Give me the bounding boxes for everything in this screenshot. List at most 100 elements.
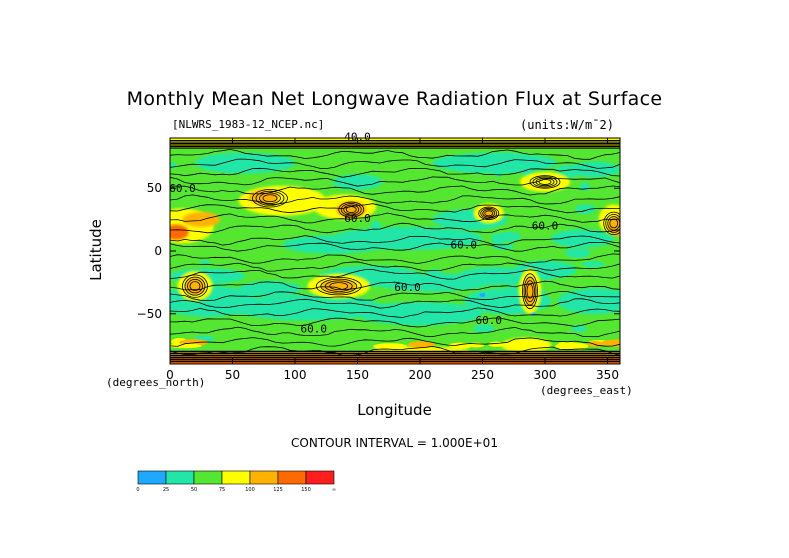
- contour-line: [170, 268, 620, 280]
- colorbar-label: 0: [136, 487, 139, 493]
- contour-ring: [529, 175, 561, 189]
- contour-ring: [340, 203, 362, 216]
- contour-ring: [532, 176, 558, 188]
- blue-spot: [479, 292, 486, 297]
- contour-line: [170, 167, 620, 178]
- contour-ring: [526, 283, 534, 299]
- contour-label: 60.0: [344, 212, 371, 225]
- contour-interval: CONTOUR INTERVAL = 1.000E+01: [291, 436, 498, 450]
- contour-ring: [189, 281, 201, 292]
- contour-ring: [182, 274, 208, 298]
- contour-line: [170, 298, 620, 309]
- x-axis-units-left: (degrees_north): [106, 376, 206, 389]
- colorbar-label: 100: [245, 487, 255, 493]
- y-tick-label: 0: [154, 244, 162, 258]
- contour-ring: [525, 280, 535, 303]
- teal-speck: [581, 260, 604, 268]
- contour-line: [170, 158, 620, 169]
- contour-line: [170, 326, 620, 338]
- contour-line: [170, 148, 620, 160]
- contour-ring: [262, 194, 278, 203]
- contour-line: [170, 317, 620, 328]
- y-axis: 50 0 −50: [137, 181, 620, 321]
- contour-ring: [522, 273, 538, 310]
- contour-line: [170, 212, 620, 224]
- colorbar-label: 150: [301, 487, 311, 493]
- teal-speck: [473, 324, 495, 334]
- contour-ring: [252, 189, 288, 208]
- colorbar-label: 125: [273, 487, 283, 493]
- teal-patch: [332, 174, 383, 190]
- contour-ring: [523, 276, 537, 306]
- contour-ring: [338, 201, 365, 218]
- y-tick-label: −50: [137, 307, 162, 321]
- x-tick-label: 100: [284, 368, 307, 382]
- contour-line: [170, 203, 620, 214]
- contour-line: [170, 235, 620, 246]
- x-tick-label: 350: [596, 368, 619, 382]
- contour-line: [170, 185, 620, 196]
- contour-ring: [329, 282, 349, 291]
- teal-speck: [607, 294, 620, 301]
- colorbar-label: 25: [163, 487, 169, 493]
- contour-label: 40.0: [344, 131, 371, 144]
- contour-ring: [324, 280, 353, 292]
- contour-line: [170, 261, 620, 272]
- x-axis-label: Longitude: [357, 401, 432, 419]
- contour-ring: [603, 211, 620, 236]
- colorbar-label: 50: [191, 487, 197, 493]
- colorbar: 0 25 50 75 100 125 150 ∞: [136, 470, 336, 493]
- contour-label: 60.0: [169, 182, 196, 195]
- contour-ring: [343, 204, 360, 215]
- units-label: (units:W/m¯2): [520, 118, 614, 132]
- x-tick-label: 200: [409, 368, 432, 382]
- contour-label: 60.0: [394, 281, 421, 294]
- contour-line: [170, 253, 620, 264]
- colorbar-label: 75: [219, 487, 225, 493]
- colorbar-label: ∞: [332, 487, 336, 493]
- y-tick-label: 50: [147, 181, 162, 195]
- contour-ring: [482, 209, 496, 218]
- contour-line: [170, 280, 620, 291]
- teal-speck: [370, 220, 382, 234]
- colorbar-swatch: [165, 470, 195, 485]
- contour-ring: [478, 206, 500, 220]
- contour-ring: [255, 190, 285, 206]
- colorbar-swatch: [305, 470, 335, 485]
- colorbar-swatch: [249, 470, 279, 485]
- teal-patch: [195, 152, 295, 174]
- warm-region: [170, 224, 189, 240]
- contour-label: 60.0: [301, 323, 328, 336]
- x-tick-label: 250: [471, 368, 494, 382]
- contour-ring: [320, 278, 358, 294]
- contour-line: [170, 307, 620, 318]
- contour-line: [170, 222, 620, 234]
- warm-region: [501, 337, 552, 353]
- contour-ring: [609, 218, 619, 229]
- warm-region: [185, 277, 205, 295]
- contour-ring: [535, 177, 555, 187]
- warm-region: [520, 171, 570, 192]
- contour-line: [170, 337, 620, 347]
- contour-label: 60.0: [532, 220, 559, 233]
- x-tick-label: 300: [534, 368, 557, 382]
- antarctic-speck: [373, 343, 408, 350]
- contour-ring: [345, 206, 357, 213]
- teal-speck: [579, 182, 591, 192]
- antarctic-speck: [558, 341, 576, 348]
- contour-ring: [315, 277, 362, 296]
- x-axis: 0 50 100 150 200 250 300 350: [166, 138, 619, 382]
- chart-title: Monthly Mean Net Longwave Radiation Flux…: [126, 88, 663, 110]
- colorbar-swatch: [221, 470, 251, 485]
- teal-speck: [199, 259, 211, 265]
- teal-patch: [551, 229, 614, 248]
- antarctic-speck: [170, 343, 202, 349]
- teal-speck: [498, 231, 521, 242]
- file-label: [NLWRS_1983-12_NCEP.nc]: [172, 118, 325, 131]
- contour-lines: [170, 139, 620, 363]
- contour-ring: [605, 213, 620, 233]
- teal-speck: [508, 283, 517, 291]
- contour-line: [170, 291, 620, 301]
- colorbar-swatch: [193, 470, 223, 485]
